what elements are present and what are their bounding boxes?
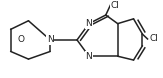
Text: N: N	[86, 19, 92, 28]
Text: O: O	[17, 35, 24, 44]
Text: Cl: Cl	[110, 1, 119, 10]
Text: N: N	[47, 35, 54, 44]
Text: Cl: Cl	[150, 34, 158, 43]
Text: N: N	[86, 52, 92, 61]
